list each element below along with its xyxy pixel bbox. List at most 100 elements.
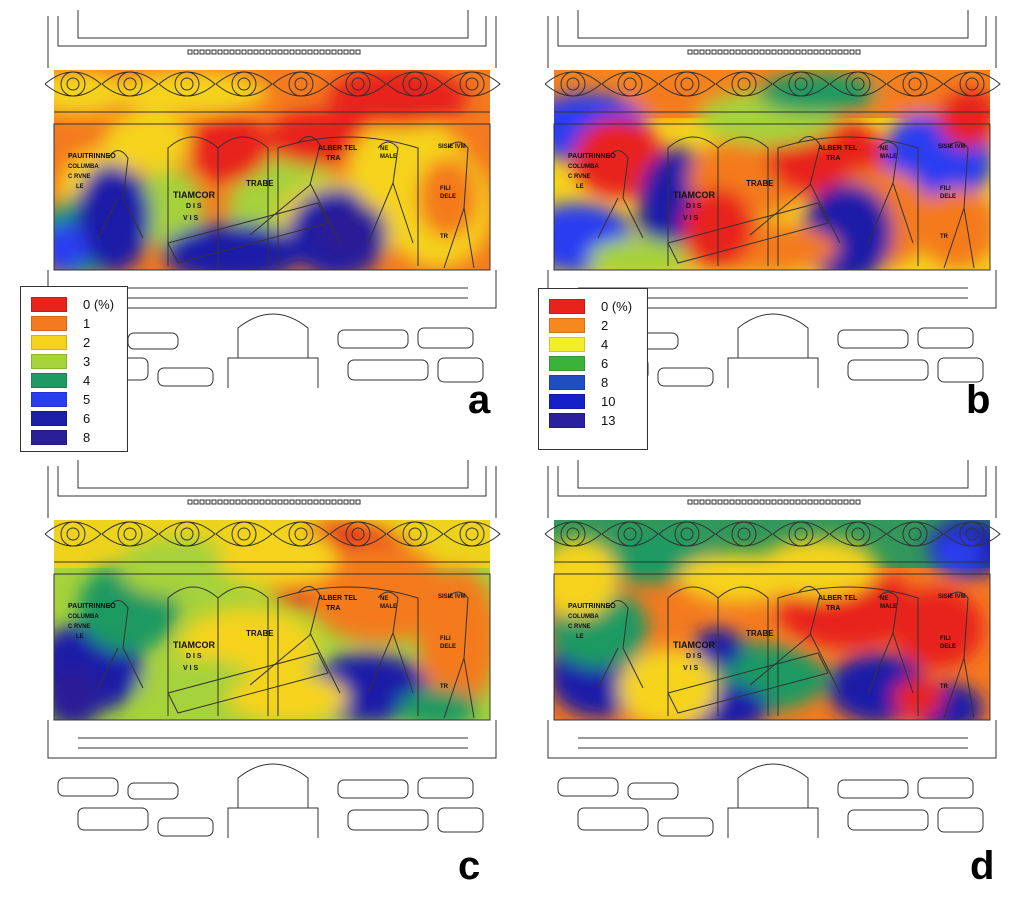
dentil xyxy=(349,499,355,505)
rosette-inner xyxy=(180,77,194,91)
inscription-alber: ALBER TEL xyxy=(818,595,858,602)
dentil xyxy=(331,49,337,55)
garland xyxy=(829,71,887,97)
inscription-left2: COLUMBA xyxy=(568,164,599,170)
dentil xyxy=(801,499,807,505)
legend-swatch xyxy=(31,316,67,331)
inscription-left3: C RVNE xyxy=(568,174,591,180)
heatmap-blob xyxy=(918,188,990,268)
stone xyxy=(657,367,714,387)
garland xyxy=(386,71,444,97)
inscription-sigis: SISIE IVM xyxy=(438,144,466,150)
inscription-vis: V I S xyxy=(683,215,699,222)
rosette-inner xyxy=(851,77,865,91)
stone xyxy=(127,332,179,350)
legend-label: 6 xyxy=(601,356,609,371)
legend-swatch xyxy=(31,335,67,350)
heatmap-blob xyxy=(228,673,348,720)
legend-swatch xyxy=(31,392,67,407)
stone xyxy=(577,807,649,831)
heatmap-blob xyxy=(398,688,478,720)
dentil xyxy=(831,499,837,505)
inscription-ne: NE xyxy=(380,146,388,152)
garland xyxy=(329,71,387,97)
garland xyxy=(44,521,102,547)
rosette-inner xyxy=(623,77,637,91)
dentil xyxy=(343,499,349,505)
dentil xyxy=(253,49,259,55)
dentil xyxy=(319,49,325,55)
rosette-inner xyxy=(237,77,251,91)
dentil xyxy=(187,49,193,55)
dentil xyxy=(717,49,723,55)
inscription-sigis: SISIE IVM xyxy=(938,594,966,600)
dentil xyxy=(205,499,211,505)
frieze-frame xyxy=(53,573,491,721)
rosette-inner xyxy=(794,527,808,541)
dentil xyxy=(825,49,831,55)
inscription-male: MALE xyxy=(880,604,897,610)
inscription-tra: TRA xyxy=(326,605,340,612)
inscription-vis: V I S xyxy=(183,215,199,222)
dentil xyxy=(205,49,211,55)
inscription-fili: FILI xyxy=(440,636,451,642)
legend-label: 5 xyxy=(83,392,91,407)
figure-center xyxy=(749,136,841,244)
legend-a-entry: 6 xyxy=(31,409,117,428)
top-frame xyxy=(47,16,497,68)
inscription-tra: TRA xyxy=(326,155,340,162)
stone xyxy=(847,809,929,831)
dentil xyxy=(355,499,361,505)
garland xyxy=(658,521,716,547)
arch xyxy=(717,586,769,716)
legend-label: 4 xyxy=(601,337,609,352)
rosette-inner xyxy=(965,77,979,91)
legend-swatch xyxy=(31,430,67,445)
inscription-dis: D I S xyxy=(686,203,702,210)
top-inner-frame xyxy=(77,460,469,489)
stone xyxy=(837,329,909,349)
dentil xyxy=(807,499,813,505)
top-frame xyxy=(547,16,997,68)
inscriptions: PAUITRINNEO COLUMBA C RVNE LE TIAMCOR D I S V … xyxy=(568,144,966,240)
monument-outline xyxy=(44,460,501,838)
figure-left xyxy=(97,150,144,239)
dentil xyxy=(229,49,235,55)
figure-right xyxy=(867,141,914,244)
beam xyxy=(667,652,829,714)
arch xyxy=(217,586,269,716)
panel-a-drawing: PAUITRINNEO COLUMBA C RVNE LE TIAMCOR D I S V … xyxy=(44,10,501,388)
inscription-ne: NE xyxy=(380,596,388,602)
arch xyxy=(777,586,919,716)
heatmap-blob xyxy=(54,223,88,270)
inscription-tiamcor: TIAMCOR xyxy=(173,640,215,650)
stone xyxy=(917,327,974,349)
panel-c-drawing: PAUITRINNEO COLUMBA C RVNE LE TIAMCOR D I S V … xyxy=(44,460,501,838)
inscription-left4: LE xyxy=(576,184,584,190)
stone xyxy=(937,357,984,383)
heatmap-blob xyxy=(678,553,798,603)
garland xyxy=(943,521,1001,547)
garland xyxy=(886,521,944,547)
rosette-inner xyxy=(123,527,137,541)
legend-label: 1 xyxy=(83,316,91,331)
dentil xyxy=(801,49,807,55)
inscription-tiamcor: TIAMCOR xyxy=(673,640,715,650)
garland xyxy=(386,521,444,547)
inscription-ne: NE xyxy=(880,596,888,602)
stone xyxy=(157,367,214,387)
dentil xyxy=(807,49,813,55)
legend-a-entry: 8 xyxy=(31,428,117,447)
dentil xyxy=(729,49,735,55)
stone xyxy=(127,782,179,800)
garland xyxy=(101,521,159,547)
stone xyxy=(937,807,984,833)
top-frame xyxy=(47,466,497,518)
inscription-trabe: TRABE xyxy=(246,179,274,188)
rosette-inner xyxy=(408,527,422,541)
legend-swatch xyxy=(549,356,585,371)
figure-far-right xyxy=(443,591,475,719)
dentil xyxy=(295,499,301,505)
figure-left xyxy=(597,150,644,239)
dentil xyxy=(313,49,319,55)
